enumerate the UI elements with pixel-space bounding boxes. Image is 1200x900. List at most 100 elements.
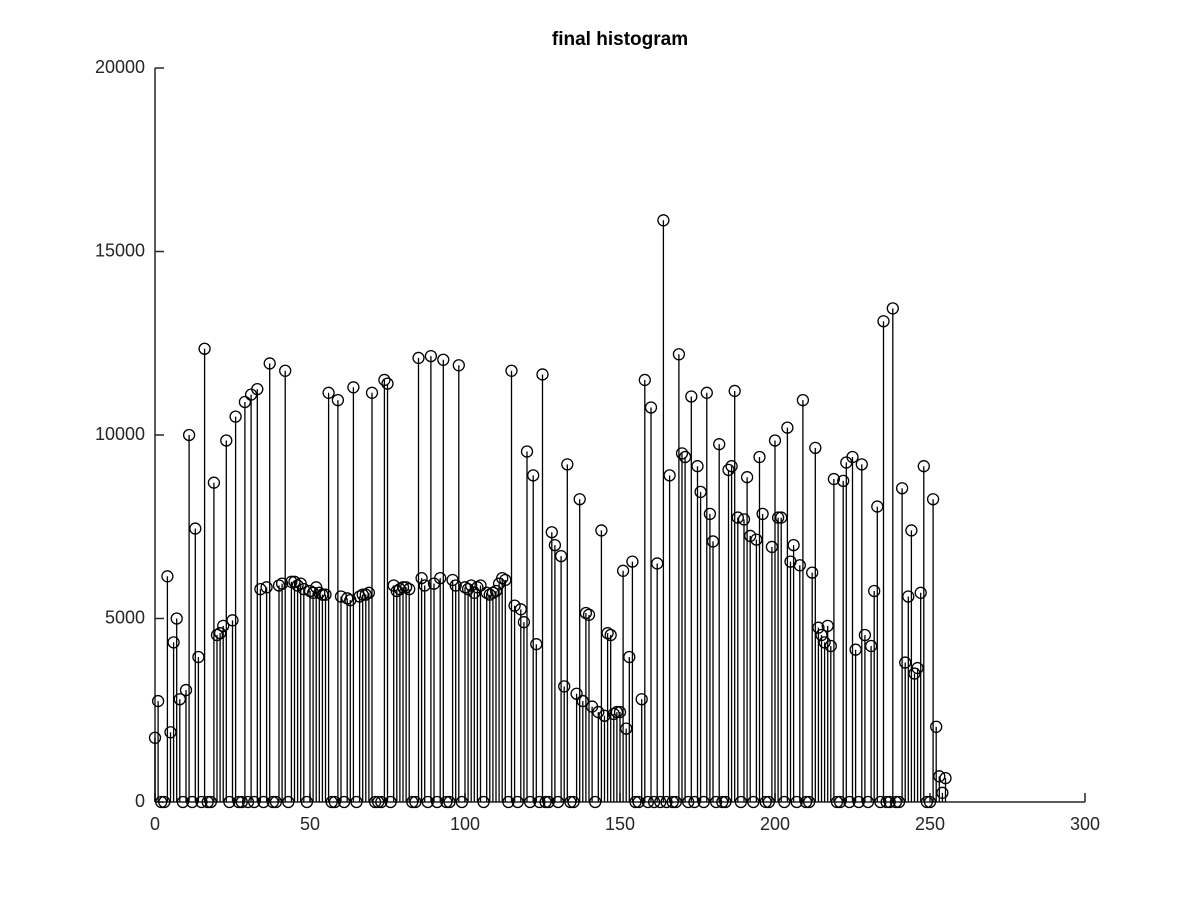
x-tick-label: 100: [450, 814, 480, 834]
stem-marker: [641, 795, 655, 809]
stem-marker: [589, 795, 602, 809]
stem-marker: [852, 795, 865, 809]
stem-marker: [471, 581, 484, 594]
stem-marker: [737, 513, 751, 526]
stem-marker: [303, 584, 317, 598]
stem-marker: [260, 581, 273, 594]
stem-marker: [610, 705, 624, 719]
x-tick-label: 250: [915, 814, 945, 834]
stem-marker: [517, 616, 531, 629]
stem-marker: [936, 786, 949, 799]
stem-marker: [843, 795, 856, 809]
stem-marker: [579, 606, 593, 620]
stem-marker: [465, 579, 478, 592]
stem-marker: [520, 445, 534, 458]
stem-marker: [155, 795, 168, 809]
stem-marker: [337, 795, 351, 809]
stem-marker: [666, 795, 679, 809]
stem-marker: [238, 395, 252, 409]
stem-marker: [675, 447, 689, 460]
stem-marker: [706, 535, 720, 548]
stem-marker: [567, 795, 580, 809]
stem-marker: [613, 705, 627, 719]
stem-marker: [254, 582, 267, 596]
stem-marker: [341, 592, 354, 605]
stem-marker: [809, 441, 822, 454]
y-tick-label: 5000: [105, 607, 145, 627]
stem-marker: [241, 795, 255, 809]
stem-marker: [716, 795, 729, 809]
x-tick-label: 50: [300, 814, 320, 834]
stem-marker: [564, 795, 577, 809]
stem-marker: [654, 795, 667, 809]
stem-marker: [399, 581, 413, 594]
stem-marker: [861, 795, 875, 809]
stem-marker: [886, 302, 899, 315]
stem-marker: [620, 722, 633, 735]
x-tick-label: 150: [605, 814, 635, 834]
stem-marker: [204, 795, 217, 809]
stem-marker: [864, 639, 878, 653]
stem-marker: [412, 351, 425, 365]
stem-marker: [151, 694, 165, 708]
stem-marker: [396, 581, 410, 594]
stem-marker: [725, 460, 738, 473]
stem-marker: [313, 586, 326, 599]
stem-marker: [424, 349, 438, 363]
stem-marker: [939, 771, 952, 785]
stem-marker: [775, 511, 788, 524]
stem-marker: [790, 795, 803, 809]
stem-marker: [582, 608, 596, 621]
stem-marker: [418, 579, 431, 592]
stem-marker: [595, 524, 608, 537]
stem-marker: [902, 590, 915, 603]
stem-marker: [499, 573, 512, 587]
stem-marker: [257, 795, 270, 809]
stem-marker: [275, 577, 289, 590]
stem-marker: [638, 373, 651, 387]
stem-marker: [486, 586, 500, 599]
stem-marker: [849, 643, 862, 656]
stem-marker: [170, 612, 183, 625]
stem-marker: [660, 795, 673, 809]
stem-marker: [437, 353, 450, 366]
stem-marker: [678, 450, 692, 464]
stem-marker: [889, 795, 903, 809]
stem-marker: [533, 795, 546, 809]
stem-marker: [799, 795, 813, 809]
stem-marker: [403, 582, 416, 596]
stem-marker: [164, 726, 177, 739]
stem-marker: [685, 390, 698, 403]
stem-marker: [449, 579, 462, 592]
stem-marker: [527, 469, 540, 482]
stem-marker: [722, 463, 735, 477]
stem-marker: [892, 795, 906, 809]
stem-marker: [496, 571, 509, 585]
stem-marker: [632, 795, 645, 809]
stem-marker: [573, 493, 586, 506]
stem-marker: [393, 582, 407, 596]
stem-marker: [375, 795, 388, 809]
stem-marker: [930, 720, 943, 733]
stem-marker: [536, 368, 549, 381]
stem-marker: [781, 421, 794, 434]
stem-marker: [192, 650, 205, 664]
stem-marker: [291, 579, 304, 592]
stem-marker: [753, 450, 766, 464]
stem-marker: [443, 795, 456, 809]
stem-marker: [926, 493, 940, 506]
stem-marker: [288, 575, 301, 588]
stem-marker: [508, 599, 521, 612]
stem-marker: [356, 588, 369, 601]
stem-marker: [855, 458, 868, 471]
stem-marker: [895, 482, 909, 495]
stem-marker: [635, 693, 648, 706]
stem-marker: [359, 588, 372, 601]
stem-marker: [647, 795, 661, 809]
stem-marker: [452, 359, 465, 372]
stem-marker: [489, 584, 503, 598]
stem-marker: [762, 795, 775, 809]
stem-marker: [920, 795, 934, 809]
